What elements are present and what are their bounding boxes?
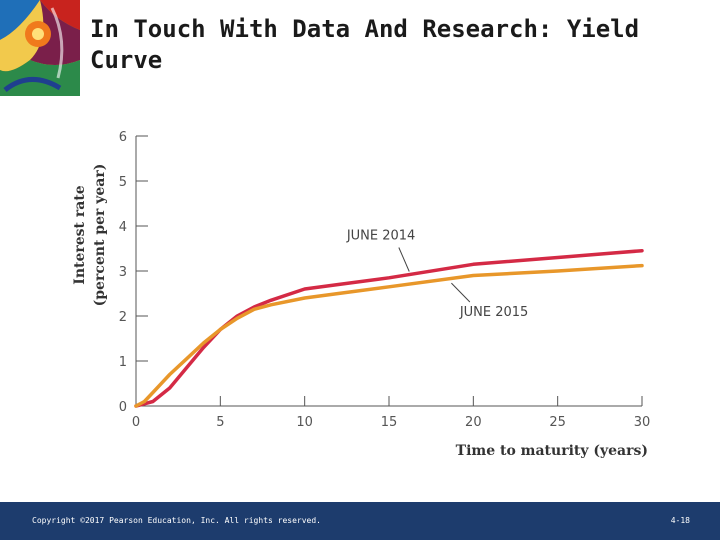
x-tick-label: 25 xyxy=(549,415,566,430)
y-axis-label: Interest rate xyxy=(72,185,88,285)
axes: 0 1 2 3 4 5 6 0 5 10 15 20 25 30 xyxy=(119,130,651,430)
footer-bar: Copyright ©2017 Pearson Education, Inc. … xyxy=(0,502,720,540)
series-label: JUNE 2014 xyxy=(346,229,416,244)
y-tick-label: 5 xyxy=(119,175,127,190)
y-axis-sublabel: (percent per year) xyxy=(92,164,108,307)
slide-title: In Touch With Data And Research: Yield C… xyxy=(90,15,640,74)
x-tick-label: 20 xyxy=(465,415,482,430)
x-tick-label: 30 xyxy=(634,415,651,430)
series-line xyxy=(134,248,644,408)
x-axis-label: Time to maturity (years) xyxy=(456,443,648,459)
series-line xyxy=(134,263,644,408)
y-tick-label: 0 xyxy=(119,400,127,415)
series-layer: JUNE 2014 JUNE 2015 xyxy=(134,229,644,408)
y-tick-label: 3 xyxy=(119,265,127,280)
y-tick-label: 2 xyxy=(119,310,127,325)
series-leader-line xyxy=(451,282,471,303)
yield-curve-svg: 0 1 2 3 4 5 6 0 5 10 15 20 25 30 JUNE 2014 JUNE 2015 I… xyxy=(72,130,651,459)
series-leader-line xyxy=(398,247,410,272)
x-tick-label: 5 xyxy=(216,415,224,430)
y-tick-label: 6 xyxy=(119,130,127,145)
y-tick-label: 4 xyxy=(119,220,127,235)
page-number: 4-18 xyxy=(670,516,690,525)
series-label: JUNE 2015 xyxy=(459,305,529,320)
yield-curve-chart: 0 1 2 3 4 5 6 0 5 10 15 20 25 30 JUNE 2014 JUNE 2015 I… xyxy=(60,118,680,472)
x-tick-label: 0 xyxy=(132,415,140,430)
y-tick-label: 1 xyxy=(119,355,127,370)
x-tick-label: 10 xyxy=(296,415,313,430)
decorative-corner-art xyxy=(0,0,80,96)
copyright-text: Copyright ©2017 Pearson Education, Inc. … xyxy=(32,516,321,525)
x-tick-label: 15 xyxy=(381,415,398,430)
